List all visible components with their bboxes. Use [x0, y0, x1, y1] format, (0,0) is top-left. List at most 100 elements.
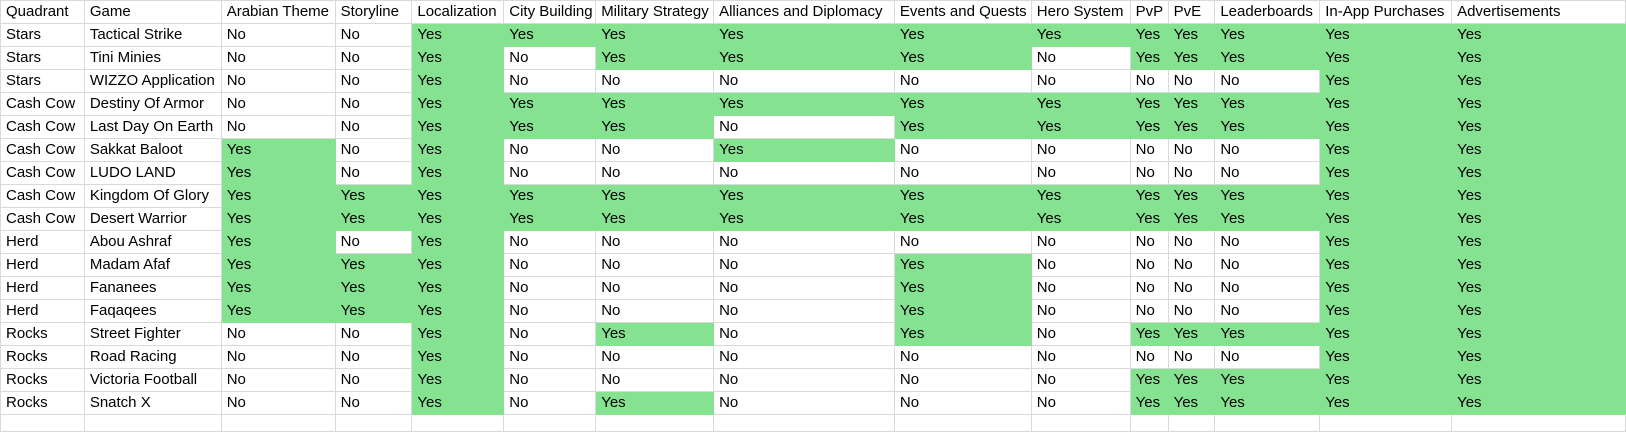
game-cell[interactable]: Desert Warrior — [83, 207, 222, 231]
feature-cell[interactable]: Yes — [334, 276, 413, 300]
empty-cell[interactable] — [83, 414, 222, 432]
feature-cell[interactable]: No — [713, 368, 895, 392]
feature-cell[interactable]: No — [1030, 299, 1131, 323]
feature-cell[interactable]: No — [334, 92, 413, 116]
feature-cell[interactable]: Yes — [893, 115, 1032, 139]
feature-cell[interactable]: No — [220, 345, 336, 369]
feature-cell[interactable]: Yes — [1214, 115, 1321, 139]
game-cell[interactable]: LUDO LAND — [83, 161, 222, 185]
feature-cell[interactable]: Yes — [1319, 391, 1453, 415]
feature-cell[interactable]: Yes — [1214, 322, 1321, 346]
feature-cell[interactable]: Yes — [1167, 207, 1216, 231]
feature-cell[interactable]: Yes — [411, 276, 505, 300]
feature-cell[interactable]: Yes — [1451, 230, 1626, 254]
feature-cell[interactable]: Yes — [220, 276, 336, 300]
feature-cell[interactable]: No — [503, 161, 597, 185]
feature-cell[interactable]: Yes — [595, 115, 715, 139]
empty-cell[interactable] — [1319, 414, 1453, 432]
feature-cell[interactable]: Yes — [411, 207, 505, 231]
feature-cell[interactable]: No — [595, 69, 715, 93]
feature-cell[interactable]: No — [1030, 69, 1131, 93]
game-cell[interactable]: Madam Afaf — [83, 253, 222, 277]
feature-cell[interactable]: Yes — [1319, 23, 1453, 47]
game-cell[interactable]: Abou Ashraf — [83, 230, 222, 254]
feature-cell[interactable]: No — [713, 322, 895, 346]
feature-cell[interactable]: Yes — [595, 322, 715, 346]
empty-cell[interactable] — [411, 414, 505, 432]
feature-cell[interactable]: No — [1030, 161, 1131, 185]
feature-cell[interactable]: No — [503, 391, 597, 415]
feature-cell[interactable]: No — [334, 230, 413, 254]
feature-cell[interactable]: No — [1129, 161, 1169, 185]
feature-cell[interactable]: Yes — [713, 207, 895, 231]
feature-cell[interactable]: Yes — [1451, 391, 1626, 415]
feature-cell[interactable]: Yes — [503, 115, 597, 139]
feature-cell[interactable]: No — [1129, 299, 1169, 323]
feature-cell[interactable]: No — [1167, 276, 1216, 300]
empty-cell[interactable] — [0, 414, 85, 432]
feature-cell[interactable]: No — [503, 299, 597, 323]
feature-cell[interactable]: No — [220, 322, 336, 346]
feature-cell[interactable]: Yes — [1167, 115, 1216, 139]
feature-cell[interactable]: Yes — [713, 138, 895, 162]
feature-cell[interactable]: Yes — [334, 299, 413, 323]
feature-cell[interactable]: Yes — [411, 253, 505, 277]
feature-cell[interactable]: No — [713, 115, 895, 139]
feature-cell[interactable]: No — [503, 46, 597, 70]
feature-cell[interactable]: Yes — [1129, 368, 1169, 392]
feature-cell[interactable]: No — [220, 46, 336, 70]
feature-cell[interactable]: No — [893, 138, 1032, 162]
feature-cell[interactable]: Yes — [1319, 46, 1453, 70]
feature-cell[interactable]: Yes — [1319, 230, 1453, 254]
game-cell[interactable]: Tini Minies — [83, 46, 222, 70]
feature-cell[interactable]: Yes — [1214, 23, 1321, 47]
feature-cell[interactable]: Yes — [893, 322, 1032, 346]
feature-cell[interactable]: No — [595, 161, 715, 185]
empty-cell[interactable] — [595, 414, 715, 432]
feature-cell[interactable]: Yes — [411, 230, 505, 254]
feature-cell[interactable]: No — [1030, 46, 1131, 70]
feature-cell[interactable]: Yes — [893, 253, 1032, 277]
feature-cell[interactable]: No — [1167, 69, 1216, 93]
feature-cell[interactable]: Yes — [1214, 92, 1321, 116]
feature-cell[interactable]: Yes — [1129, 207, 1169, 231]
feature-cell[interactable]: Yes — [893, 184, 1032, 208]
feature-cell[interactable]: Yes — [1451, 184, 1626, 208]
feature-cell[interactable]: No — [503, 345, 597, 369]
feature-cell[interactable]: Yes — [1319, 253, 1453, 277]
quadrant-cell[interactable]: Cash Cow — [0, 184, 85, 208]
game-cell[interactable]: Snatch X — [83, 391, 222, 415]
column-header[interactable]: Localization — [411, 0, 505, 24]
feature-cell[interactable]: No — [1214, 345, 1321, 369]
feature-cell[interactable]: Yes — [1030, 115, 1131, 139]
feature-cell[interactable]: Yes — [595, 207, 715, 231]
empty-cell[interactable] — [220, 414, 336, 432]
feature-cell[interactable]: Yes — [334, 207, 413, 231]
column-header[interactable]: PvE — [1167, 0, 1216, 24]
feature-cell[interactable]: Yes — [893, 23, 1032, 47]
feature-cell[interactable]: Yes — [503, 184, 597, 208]
feature-cell[interactable]: No — [595, 230, 715, 254]
feature-cell[interactable]: Yes — [1451, 322, 1626, 346]
feature-cell[interactable]: No — [595, 138, 715, 162]
feature-cell[interactable]: No — [893, 345, 1032, 369]
feature-cell[interactable]: Yes — [411, 115, 505, 139]
game-cell[interactable]: Kingdom Of Glory — [83, 184, 222, 208]
feature-cell[interactable]: No — [220, 391, 336, 415]
feature-cell[interactable]: Yes — [1214, 207, 1321, 231]
game-cell[interactable]: Destiny Of Armor — [83, 92, 222, 116]
feature-cell[interactable]: Yes — [1129, 23, 1169, 47]
feature-cell[interactable]: No — [1214, 161, 1321, 185]
empty-cell[interactable] — [503, 414, 597, 432]
feature-cell[interactable]: No — [893, 161, 1032, 185]
feature-cell[interactable]: Yes — [893, 207, 1032, 231]
empty-cell[interactable] — [1214, 414, 1321, 432]
feature-cell[interactable]: Yes — [220, 184, 336, 208]
feature-cell[interactable]: No — [503, 253, 597, 277]
game-cell[interactable]: Road Racing — [83, 345, 222, 369]
column-header[interactable]: Alliances and Diplomacy — [713, 0, 895, 24]
feature-cell[interactable]: Yes — [1167, 92, 1216, 116]
feature-cell[interactable]: No — [713, 253, 895, 277]
feature-cell[interactable]: Yes — [713, 184, 895, 208]
feature-cell[interactable]: No — [220, 368, 336, 392]
